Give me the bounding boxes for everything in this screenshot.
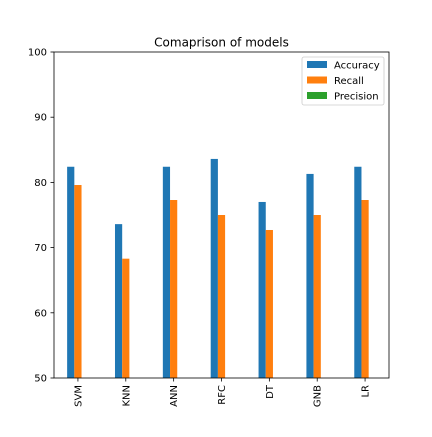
x-tick-label: GNB <box>313 385 324 407</box>
y-tick-label: 80 <box>34 178 47 189</box>
bar-recall-svm <box>74 185 82 378</box>
legend-label-precision: Precision <box>334 92 379 103</box>
x-axis: SVM KNN ANN RFC DT GNB LR <box>73 378 372 407</box>
legend-swatch-accuracy <box>307 61 327 68</box>
bar-recall-ann <box>170 200 178 378</box>
y-axis: 50 60 70 80 90 100 <box>28 48 54 385</box>
y-tick-label: 70 <box>34 243 47 254</box>
x-tick-label: LR <box>361 385 372 398</box>
bar-accuracy-dt <box>258 201 266 378</box>
bar-accuracy-rfc <box>210 158 218 378</box>
y-tick-label: 60 <box>34 308 47 319</box>
bar-accuracy-svm <box>67 166 75 378</box>
x-tick-label: KNN <box>121 385 132 407</box>
bar-accuracy-knn <box>114 224 123 378</box>
x-tick-label: DT <box>265 384 276 399</box>
bar-recall-dt <box>265 229 273 378</box>
x-tick-label: RFC <box>217 385 228 405</box>
y-tick-label: 100 <box>28 48 47 59</box>
legend: Accuracy Recall Precision <box>301 56 385 106</box>
plot-frame <box>53 51 390 379</box>
legend-swatch-precision <box>307 92 327 99</box>
bar-recall-rfc <box>217 215 226 378</box>
y-tick-label: 50 <box>34 374 47 385</box>
legend-label-accuracy: Accuracy <box>334 61 380 72</box>
bar-recall-gnb <box>313 215 321 378</box>
chart-title: Comaprison of models <box>154 36 289 50</box>
legend-label-recall: Recall <box>334 76 364 87</box>
x-tick-label: SVM <box>73 385 84 407</box>
legend-swatch-recall <box>307 76 327 84</box>
bar-accuracy-lr <box>354 166 362 378</box>
bar-accuracy-ann <box>162 166 171 378</box>
bar-accuracy-gnb <box>306 173 314 378</box>
bar-recall-lr <box>361 200 369 378</box>
bar-recall-knn <box>122 258 130 378</box>
y-tick-label: 90 <box>34 113 47 124</box>
bars-group <box>67 158 369 378</box>
x-tick-label: ANN <box>169 385 180 407</box>
